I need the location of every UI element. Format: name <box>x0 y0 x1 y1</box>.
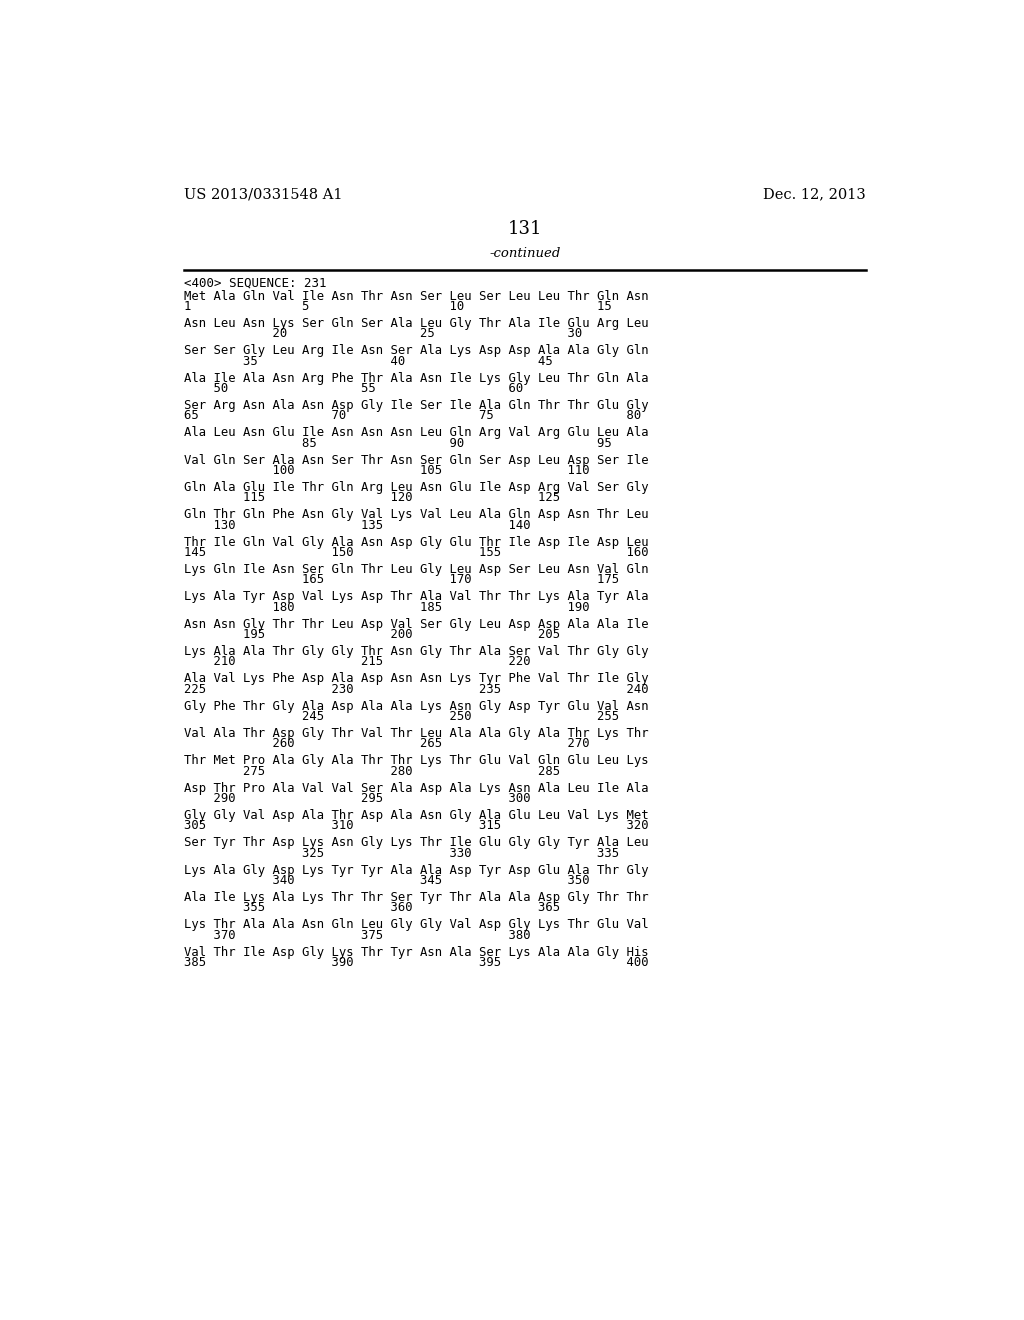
Text: Gly Gly Val Asp Ala Thr Asp Ala Asn Gly Ala Glu Leu Val Lys Met: Gly Gly Val Asp Ala Thr Asp Ala Asn Gly … <box>183 809 648 822</box>
Text: 275                 280                 285: 275 280 285 <box>183 764 560 777</box>
Text: Asn Asn Gly Thr Thr Leu Asp Val Ser Gly Leu Asp Asp Ala Ala Ile: Asn Asn Gly Thr Thr Leu Asp Val Ser Gly … <box>183 618 648 631</box>
Text: Val Thr Ile Asp Gly Lys Thr Tyr Asn Ala Ser Lys Ala Ala Gly His: Val Thr Ile Asp Gly Lys Thr Tyr Asn Ala … <box>183 945 648 958</box>
Text: Lys Ala Tyr Asp Val Lys Asp Thr Ala Val Thr Thr Lys Ala Tyr Ala: Lys Ala Tyr Asp Val Lys Asp Thr Ala Val … <box>183 590 648 603</box>
Text: 305                 310                 315                 320: 305 310 315 320 <box>183 820 648 833</box>
Text: 210                 215                 220: 210 215 220 <box>183 656 530 668</box>
Text: 325                 330                 335: 325 330 335 <box>183 847 618 859</box>
Text: 290                 295                 300: 290 295 300 <box>183 792 530 805</box>
Text: Thr Ile Gln Val Gly Ala Asn Asp Gly Glu Thr Ile Asp Ile Asp Leu: Thr Ile Gln Val Gly Ala Asn Asp Gly Glu … <box>183 536 648 549</box>
Text: 65                  70                  75                  80: 65 70 75 80 <box>183 409 641 422</box>
Text: US 2013/0331548 A1: US 2013/0331548 A1 <box>183 187 342 202</box>
Text: 1               5                   10                  15: 1 5 10 15 <box>183 300 611 313</box>
Text: 355                 360                 365: 355 360 365 <box>183 902 560 915</box>
Text: Lys Thr Ala Ala Asn Gln Leu Gly Gly Val Asp Gly Lys Thr Glu Val: Lys Thr Ala Ala Asn Gln Leu Gly Gly Val … <box>183 919 648 932</box>
Text: Ser Ser Gly Leu Arg Ile Asn Ser Ala Lys Asp Asp Ala Ala Gly Gln: Ser Ser Gly Leu Arg Ile Asn Ser Ala Lys … <box>183 345 648 358</box>
Text: 165                 170                 175: 165 170 175 <box>183 573 618 586</box>
Text: Asp Thr Pro Ala Val Val Ser Ala Asp Ala Lys Asn Ala Leu Ile Ala: Asp Thr Pro Ala Val Val Ser Ala Asp Ala … <box>183 781 648 795</box>
Text: Ala Val Lys Phe Asp Ala Asp Asn Asn Lys Tyr Phe Val Thr Ile Gly: Ala Val Lys Phe Asp Ala Asp Asn Asn Lys … <box>183 672 648 685</box>
Text: 35                  40                  45: 35 40 45 <box>183 355 553 368</box>
Text: 195                 200                 205: 195 200 205 <box>183 628 560 642</box>
Text: 85                  90                  95: 85 90 95 <box>183 437 611 450</box>
Text: Ala Leu Asn Glu Ile Asn Asn Asn Leu Gln Arg Val Arg Glu Leu Ala: Ala Leu Asn Glu Ile Asn Asn Asn Leu Gln … <box>183 426 648 440</box>
Text: Ser Tyr Thr Asp Lys Asn Gly Lys Thr Ile Glu Gly Gly Tyr Ala Leu: Ser Tyr Thr Asp Lys Asn Gly Lys Thr Ile … <box>183 837 648 849</box>
Text: Met Ala Gln Val Ile Asn Thr Asn Ser Leu Ser Leu Leu Thr Gln Asn: Met Ala Gln Val Ile Asn Thr Asn Ser Leu … <box>183 289 648 302</box>
Text: 131: 131 <box>508 220 542 238</box>
Text: 225                 230                 235                 240: 225 230 235 240 <box>183 682 648 696</box>
Text: Gly Phe Thr Gly Ala Asp Ala Ala Lys Asn Gly Asp Tyr Glu Val Asn: Gly Phe Thr Gly Ala Asp Ala Ala Lys Asn … <box>183 700 648 713</box>
Text: Ala Ile Ala Asn Arg Phe Thr Ala Asn Ile Lys Gly Leu Thr Gln Ala: Ala Ile Ala Asn Arg Phe Thr Ala Asn Ile … <box>183 372 648 384</box>
Text: Dec. 12, 2013: Dec. 12, 2013 <box>763 187 866 202</box>
Text: 180                 185                 190: 180 185 190 <box>183 601 590 614</box>
Text: Val Gln Ser Ala Asn Ser Thr Asn Ser Gln Ser Asp Leu Asp Ser Ile: Val Gln Ser Ala Asn Ser Thr Asn Ser Gln … <box>183 454 648 467</box>
Text: Ser Arg Asn Ala Asn Asp Gly Ile Ser Ile Ala Gln Thr Thr Glu Gly: Ser Arg Asn Ala Asn Asp Gly Ile Ser Ile … <box>183 399 648 412</box>
Text: Lys Gln Ile Asn Ser Gln Thr Leu Gly Leu Asp Ser Leu Asn Val Gln: Lys Gln Ile Asn Ser Gln Thr Leu Gly Leu … <box>183 564 648 576</box>
Text: 50                  55                  60: 50 55 60 <box>183 381 523 395</box>
Text: Gln Ala Glu Ile Thr Gln Arg Leu Asn Glu Ile Asp Arg Val Ser Gly: Gln Ala Glu Ile Thr Gln Arg Leu Asn Glu … <box>183 480 648 494</box>
Text: -continued: -continued <box>489 247 560 260</box>
Text: 260                 265                 270: 260 265 270 <box>183 738 590 751</box>
Text: 115                 120                 125: 115 120 125 <box>183 491 560 504</box>
Text: 385                 390                 395                 400: 385 390 395 400 <box>183 956 648 969</box>
Text: Val Ala Thr Asp Gly Thr Val Thr Leu Ala Ala Gly Ala Thr Lys Thr: Val Ala Thr Asp Gly Thr Val Thr Leu Ala … <box>183 727 648 741</box>
Text: Lys Ala Gly Asp Lys Tyr Tyr Ala Ala Asp Tyr Asp Glu Ala Thr Gly: Lys Ala Gly Asp Lys Tyr Tyr Ala Ala Asp … <box>183 863 648 876</box>
Text: Thr Met Pro Ala Gly Ala Thr Thr Lys Thr Glu Val Gln Glu Leu Lys: Thr Met Pro Ala Gly Ala Thr Thr Lys Thr … <box>183 755 648 767</box>
Text: 145                 150                 155                 160: 145 150 155 160 <box>183 546 648 560</box>
Text: 100                 105                 110: 100 105 110 <box>183 465 590 477</box>
Text: 245                 250                 255: 245 250 255 <box>183 710 618 723</box>
Text: <400> SEQUENCE: 231: <400> SEQUENCE: 231 <box>183 276 327 289</box>
Text: 130                 135                 140: 130 135 140 <box>183 519 530 532</box>
Text: Ala Ile Lys Ala Lys Thr Thr Ser Tyr Thr Ala Ala Asp Gly Thr Thr: Ala Ile Lys Ala Lys Thr Thr Ser Tyr Thr … <box>183 891 648 904</box>
Text: Gln Thr Gln Phe Asn Gly Val Lys Val Leu Ala Gln Asp Asn Thr Leu: Gln Thr Gln Phe Asn Gly Val Lys Val Leu … <box>183 508 648 521</box>
Text: 370                 375                 380: 370 375 380 <box>183 929 530 941</box>
Text: Lys Ala Ala Thr Gly Gly Thr Asn Gly Thr Ala Ser Val Thr Gly Gly: Lys Ala Ala Thr Gly Gly Thr Asn Gly Thr … <box>183 645 648 659</box>
Text: 340                 345                 350: 340 345 350 <box>183 874 590 887</box>
Text: 20                  25                  30: 20 25 30 <box>183 327 582 341</box>
Text: Asn Leu Asn Lys Ser Gln Ser Ala Leu Gly Thr Ala Ile Glu Arg Leu: Asn Leu Asn Lys Ser Gln Ser Ala Leu Gly … <box>183 317 648 330</box>
